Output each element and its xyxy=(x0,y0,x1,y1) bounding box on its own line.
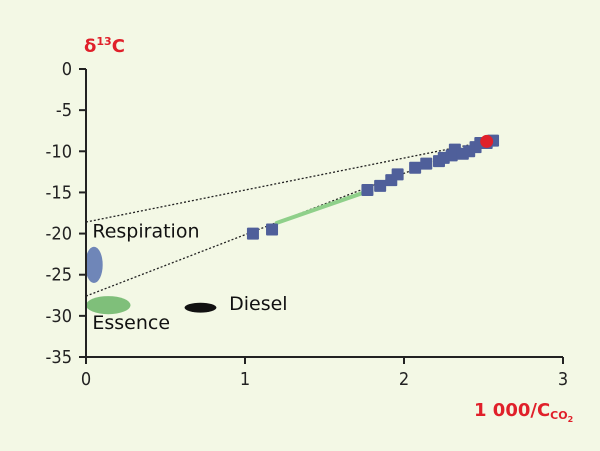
y-tick-label: -5 xyxy=(56,100,72,121)
mixing-line-1 xyxy=(85,140,487,223)
annotation-layer: Respiration Essence Diesel xyxy=(92,221,287,334)
data-points-layer xyxy=(246,134,500,240)
trend-segment xyxy=(274,190,367,225)
y-tick-label: -25 xyxy=(46,265,72,286)
source-ellipse-respiration xyxy=(85,246,103,283)
y-tick-label: -15 xyxy=(46,182,72,203)
data-point xyxy=(361,183,374,196)
x-tick-label: 1 xyxy=(240,369,250,390)
y-tick-label: -30 xyxy=(46,306,72,327)
y-tick-label: -35 xyxy=(46,347,72,368)
y-tick-label: 0 xyxy=(62,59,72,80)
x-axis-label: 1 000/CCO2 xyxy=(474,400,573,424)
x-tick-label: 0 xyxy=(81,369,91,390)
data-point xyxy=(374,179,387,192)
source-ellipse-essence xyxy=(86,296,131,315)
data-point xyxy=(266,223,279,236)
data-point xyxy=(391,168,404,181)
tick-labels-layer: 0 -5 -10 -15 -20 -25 -30 -35 0 1 2 3 xyxy=(46,59,569,390)
source-label-essence: Essence xyxy=(92,312,170,334)
y-axis-label: δ13C xyxy=(84,35,125,57)
highlight-point xyxy=(480,134,494,148)
source-ellipses-layer xyxy=(85,246,217,315)
axes-layer xyxy=(79,68,564,364)
source-ellipse-diesel xyxy=(184,302,217,313)
y-tick-label: -10 xyxy=(46,141,72,162)
source-label-respiration: Respiration xyxy=(92,221,199,243)
data-point xyxy=(246,227,259,240)
trend-layer xyxy=(274,190,367,225)
source-label-diesel: Diesel xyxy=(229,293,287,315)
x-tick-label: 2 xyxy=(399,369,409,390)
data-point xyxy=(409,161,422,174)
x-tick-label: 3 xyxy=(558,369,568,390)
data-point xyxy=(420,157,433,170)
y-tick-label: -20 xyxy=(46,224,72,245)
